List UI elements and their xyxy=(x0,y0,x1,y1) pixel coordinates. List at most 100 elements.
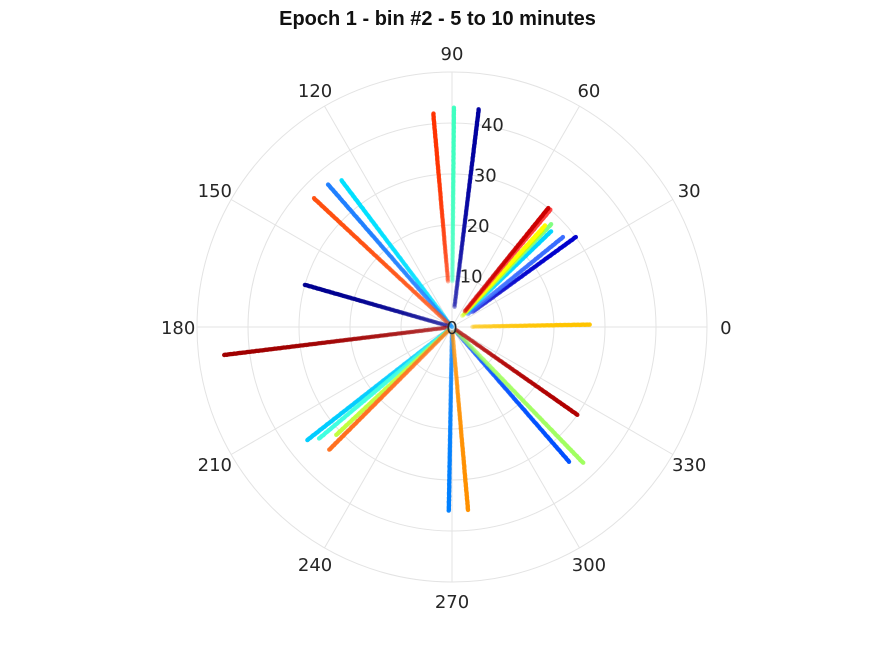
data-point xyxy=(414,329,419,334)
data-point xyxy=(302,282,308,288)
data-point xyxy=(431,319,436,324)
data-point xyxy=(469,303,474,308)
data-point xyxy=(490,324,495,329)
data-point xyxy=(451,343,456,349)
data-point xyxy=(417,294,422,299)
data-point xyxy=(463,309,468,315)
data-point xyxy=(491,323,497,329)
data-point xyxy=(419,350,424,355)
data-point xyxy=(433,302,438,307)
data-point xyxy=(427,345,432,351)
data-point xyxy=(419,296,424,301)
data-point xyxy=(480,291,486,296)
data-point xyxy=(470,305,475,310)
data-point xyxy=(467,303,473,308)
data-point xyxy=(449,351,454,356)
data-point xyxy=(475,293,480,298)
data-point xyxy=(420,354,425,359)
data-point xyxy=(480,346,485,351)
data-point xyxy=(450,278,455,284)
data-point xyxy=(443,248,448,253)
data-point xyxy=(416,315,422,320)
data-point xyxy=(429,305,434,310)
data-point xyxy=(457,260,463,265)
data-point xyxy=(470,307,475,313)
data-point xyxy=(477,298,482,303)
data-point xyxy=(444,267,450,273)
data-point xyxy=(463,308,469,313)
data-point xyxy=(452,352,457,358)
data-point xyxy=(442,246,448,251)
data-point xyxy=(435,337,441,343)
data-point xyxy=(481,287,486,293)
data-point xyxy=(479,292,484,298)
data-point xyxy=(479,345,484,350)
data-point xyxy=(477,294,482,300)
data-point xyxy=(400,330,405,336)
data-point xyxy=(422,299,428,304)
data-point xyxy=(450,273,455,279)
data-point xyxy=(479,303,485,308)
data-point xyxy=(471,301,477,307)
data-point xyxy=(480,302,486,307)
data-point xyxy=(445,276,450,281)
data-point xyxy=(467,306,472,311)
data-point xyxy=(467,345,472,350)
data-point xyxy=(548,222,554,227)
data-point xyxy=(420,347,426,353)
data-point xyxy=(445,277,450,283)
data-point xyxy=(461,332,466,338)
data-point xyxy=(434,338,440,344)
data-point xyxy=(418,351,423,356)
data-point xyxy=(459,331,464,336)
data-point xyxy=(476,292,482,297)
data-point xyxy=(440,333,445,338)
data-point xyxy=(453,298,458,303)
data-point xyxy=(433,303,438,308)
data-point xyxy=(460,332,465,337)
data-point xyxy=(478,290,483,295)
data-point xyxy=(478,344,483,349)
data-point xyxy=(466,307,471,312)
radial-tick-label: 0 xyxy=(446,318,457,339)
data-point xyxy=(430,344,435,350)
data-point xyxy=(472,306,477,311)
data-point xyxy=(426,344,431,349)
data-point xyxy=(482,324,488,329)
data-point xyxy=(467,306,472,311)
data-point xyxy=(477,304,482,309)
data-point xyxy=(441,333,447,338)
data-point xyxy=(464,340,470,345)
data-point xyxy=(443,318,449,323)
data-point xyxy=(445,329,450,334)
data-point xyxy=(471,346,476,352)
data-point xyxy=(466,307,471,312)
data-point xyxy=(476,355,481,360)
data-point xyxy=(443,252,448,257)
data-point xyxy=(439,311,445,316)
data-point xyxy=(475,304,480,309)
data-point xyxy=(449,369,454,374)
data-point xyxy=(440,314,445,319)
data-point xyxy=(433,310,439,315)
data-point xyxy=(434,340,439,345)
data-point xyxy=(452,304,457,309)
data-point xyxy=(438,321,444,326)
data-point xyxy=(458,334,463,339)
data-point xyxy=(474,352,479,358)
data-point xyxy=(462,333,467,338)
data-point xyxy=(446,321,451,326)
series-25 xyxy=(453,328,586,465)
data-point xyxy=(469,301,474,306)
data-point xyxy=(476,295,481,300)
data-point xyxy=(475,297,480,303)
data-point xyxy=(425,302,430,307)
data-point xyxy=(430,343,436,349)
data-point xyxy=(449,352,454,358)
data-point xyxy=(470,346,475,351)
data-point xyxy=(455,330,460,335)
data-point xyxy=(449,350,454,355)
data-point xyxy=(467,305,473,310)
data-point xyxy=(479,300,484,306)
data-point xyxy=(432,339,437,344)
